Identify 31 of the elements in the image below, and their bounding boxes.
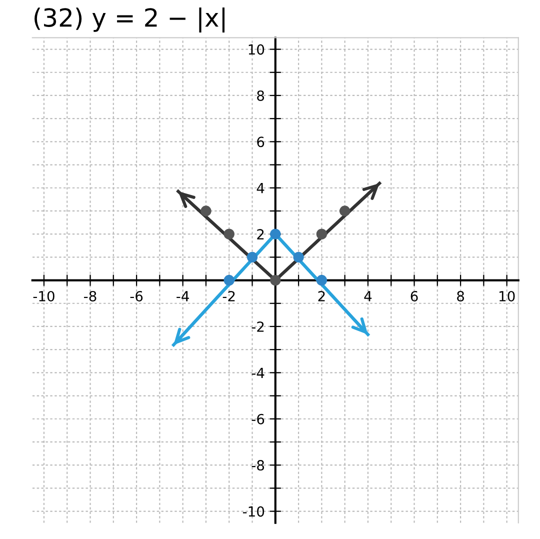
- y-tick-label: -4: [252, 368, 264, 378]
- y-tick-label: -2: [252, 321, 264, 332]
- x-tick-label: 4: [364, 291, 372, 302]
- x-tick-label: 2: [318, 290, 325, 302]
- y-tick-label: 10: [248, 44, 264, 55]
- chart-title: (32) y = 2 − |x|: [34, 8, 225, 33]
- point: [200, 206, 212, 216]
- point: [224, 274, 234, 286]
- x-tick-label: -8: [84, 290, 96, 302]
- x-tick-label: -6: [130, 290, 143, 302]
- point: [293, 252, 304, 263]
- y-tick-label: 2: [257, 229, 264, 240]
- point: [246, 252, 258, 263]
- y-tick-label: -8: [252, 460, 264, 471]
- x-tick-label: -10: [33, 290, 54, 302]
- point: [316, 228, 328, 240]
- y-tick-label: -6: [252, 414, 264, 424]
- x-tick-label: -4: [176, 291, 189, 302]
- point: [270, 228, 281, 240]
- y-tick-label: 4: [256, 183, 264, 194]
- point: [224, 228, 234, 240]
- point: [270, 274, 281, 286]
- y-tick-label: -10: [242, 506, 264, 517]
- x-tick-label: 10: [500, 290, 515, 302]
- x-tick-label: -2: [222, 290, 235, 302]
- y-tick-label: 8: [257, 90, 264, 101]
- x-tick-label: 6: [410, 290, 418, 302]
- y-tick-label: 6: [257, 136, 264, 148]
- point: [339, 206, 350, 216]
- point: [316, 274, 328, 286]
- x-tick-label: 8: [457, 290, 464, 302]
